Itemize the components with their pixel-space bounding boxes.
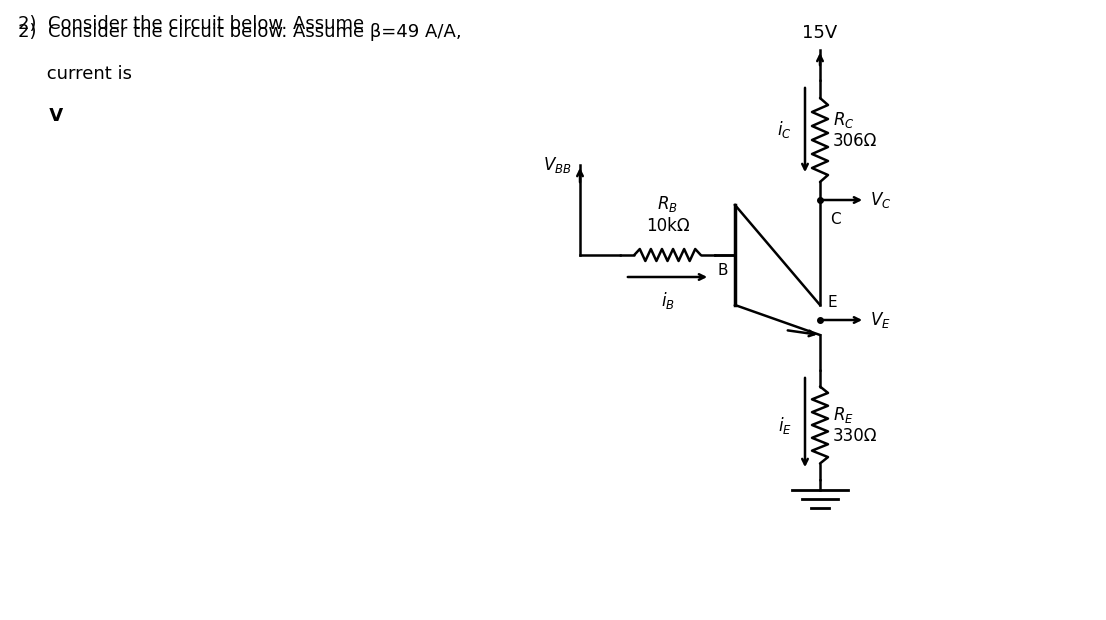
Text: 2)  Consider the circuit below. Assume: 2) Consider the circuit below. Assume <box>18 15 369 33</box>
Text: current is: current is <box>18 65 138 83</box>
Text: $i_C$: $i_C$ <box>778 120 792 141</box>
Text: C: C <box>830 212 841 227</box>
Text: V: V <box>18 107 63 125</box>
Text: B: B <box>718 263 728 278</box>
Text: $V_E$: $V_E$ <box>870 310 890 330</box>
Text: $R_C$
306Ω: $R_C$ 306Ω <box>833 110 877 151</box>
Text: 2)  Consider the circuit below. Assume β=49 A/A,: 2) Consider the circuit below. Assume β=… <box>18 23 468 41</box>
Text: $R_B$
10kΩ: $R_B$ 10kΩ <box>646 194 689 235</box>
Text: $i_B$: $i_B$ <box>660 290 675 311</box>
Text: $R_E$
330Ω: $R_E$ 330Ω <box>833 405 877 445</box>
Text: E: E <box>828 295 837 310</box>
Text: $V_{BB}$: $V_{BB}$ <box>543 155 572 175</box>
Text: $V_C$: $V_C$ <box>870 190 891 210</box>
Text: 15V: 15V <box>802 24 837 42</box>
Text: $i_E$: $i_E$ <box>778 415 792 435</box>
